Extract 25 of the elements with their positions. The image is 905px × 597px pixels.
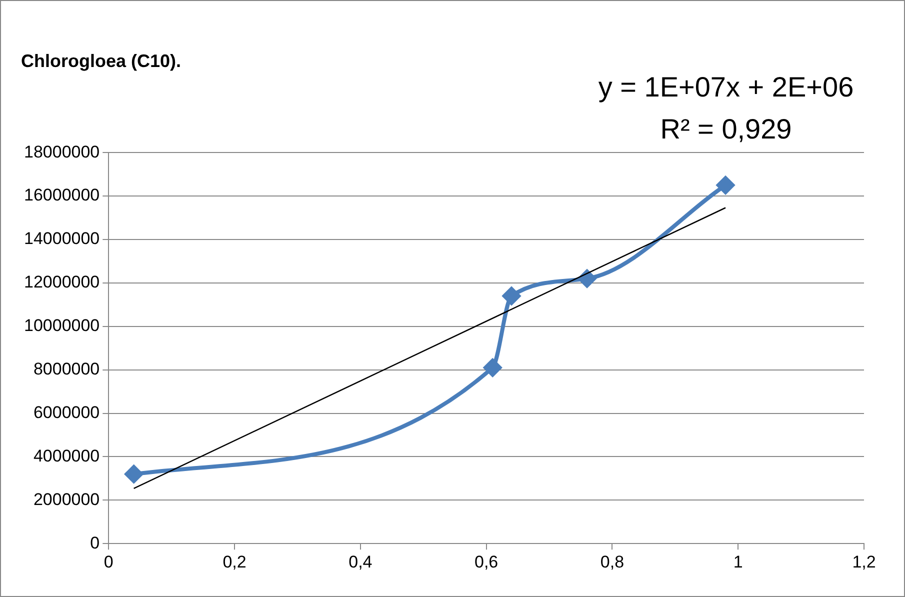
text: y = 1E+07x + 2E+06 — [598, 72, 854, 103]
y-tick-label: 12000000 — [24, 272, 100, 292]
y-tick-label: 14000000 — [24, 229, 100, 248]
x-tick-label: 0 — [104, 552, 114, 572]
point — [502, 286, 520, 305]
x-tick-label: 0,8 — [600, 552, 624, 572]
chart-title: Chlorogloea (C10). — [21, 50, 182, 71]
y-tick-label: 4000000 — [33, 446, 100, 466]
x-tick-label: 0,4 — [348, 552, 372, 572]
y-tick-label: 6000000 — [33, 402, 100, 422]
x-tick-label: 0,6 — [474, 552, 498, 572]
y-tick-label: 18000000 — [24, 142, 100, 162]
y-tick-label: 8000000 — [33, 360, 100, 379]
point — [578, 270, 596, 288]
point — [484, 358, 502, 377]
y-tick-label: 2000000 — [33, 490, 100, 509]
y-tick-label: 10000000 — [24, 316, 100, 336]
text: R² = 0,929 — [660, 114, 792, 145]
y-tick-label: 0 — [90, 533, 100, 552]
x-tick-label: 1,2 — [852, 552, 876, 572]
y-tick-label: 16000000 — [24, 186, 100, 205]
point — [124, 465, 143, 484]
x-tick-label: 1 — [733, 552, 743, 572]
x-tick-label: 0,2 — [222, 552, 246, 572]
point — [716, 176, 735, 194]
